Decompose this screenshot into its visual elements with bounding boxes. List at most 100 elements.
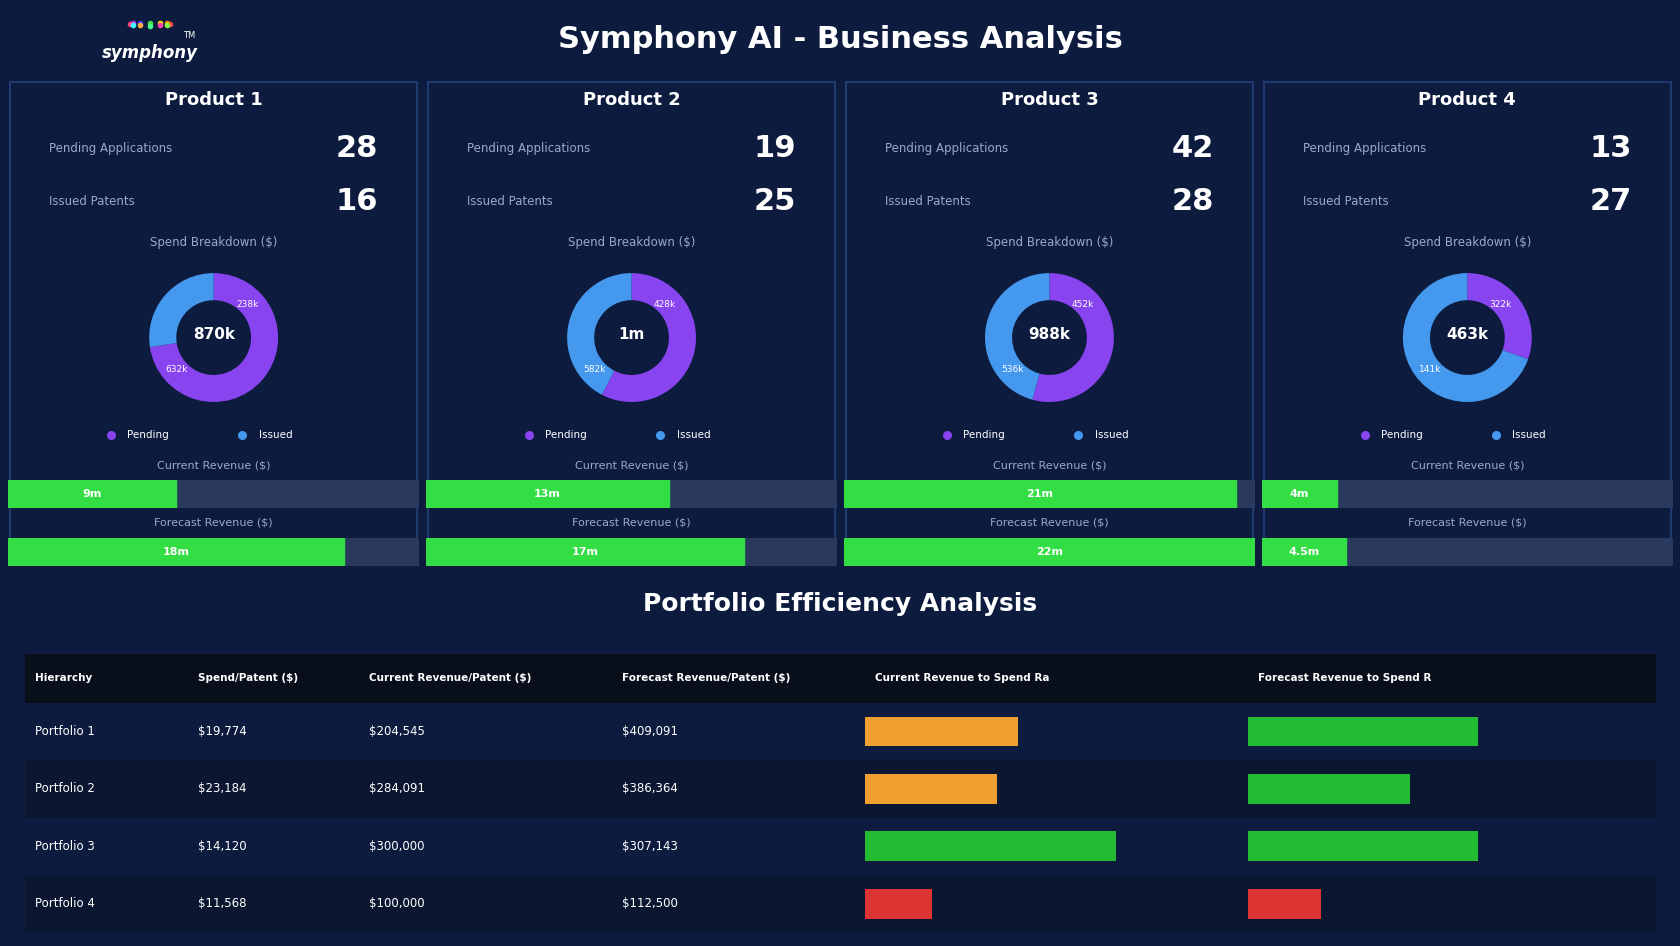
Bar: [8, 538, 344, 566]
Text: 42: 42: [1171, 134, 1213, 164]
Text: Issued Patents: Issued Patents: [885, 195, 971, 208]
Text: Pending Applications: Pending Applications: [1302, 142, 1426, 155]
Text: $14,120: $14,120: [198, 840, 247, 852]
Text: Spend Breakdown ($): Spend Breakdown ($): [150, 236, 277, 249]
Text: Issued: Issued: [677, 430, 711, 441]
Bar: [25, 654, 1655, 703]
Text: Issued Patents: Issued Patents: [49, 195, 134, 208]
Text: Forecast Revenue ($): Forecast Revenue ($): [155, 518, 272, 528]
Text: $300,000: $300,000: [370, 840, 425, 852]
Bar: [427, 481, 669, 508]
Bar: [25, 817, 1655, 875]
Text: 25: 25: [753, 187, 795, 217]
Bar: [8, 481, 176, 508]
Wedge shape: [566, 273, 632, 394]
Bar: [865, 774, 996, 804]
Text: Symphony AI - Business Analysis: Symphony AI - Business Analysis: [558, 25, 1122, 54]
Text: Current Revenue to Spend Ra: Current Revenue to Spend Ra: [874, 674, 1048, 683]
Text: 18m: 18m: [163, 547, 190, 557]
Text: Product 2: Product 2: [583, 92, 680, 110]
Text: Current Revenue ($): Current Revenue ($): [993, 461, 1105, 470]
Bar: [1248, 888, 1320, 919]
FancyBboxPatch shape: [845, 82, 1252, 563]
Text: Forecast Revenue to Spend R: Forecast Revenue to Spend R: [1257, 674, 1431, 683]
Text: Forecast Revenue ($): Forecast Revenue ($): [571, 518, 690, 528]
Text: Issued: Issued: [259, 430, 292, 441]
Text: 13: 13: [1588, 134, 1631, 164]
Text: 870k: 870k: [193, 327, 235, 342]
Text: Pending: Pending: [1381, 430, 1421, 441]
Text: symphony: symphony: [102, 44, 198, 62]
Text: 21m: 21m: [1026, 489, 1053, 499]
Text: 1m: 1m: [618, 327, 645, 342]
Bar: [1262, 481, 1336, 508]
Text: Issued: Issued: [1512, 430, 1546, 441]
Text: 463k: 463k: [1445, 327, 1487, 342]
FancyBboxPatch shape: [1263, 82, 1670, 563]
Text: Pending Applications: Pending Applications: [885, 142, 1008, 155]
Text: Portfolio Efficiency Analysis: Portfolio Efficiency Analysis: [643, 591, 1037, 616]
Text: Pending: Pending: [128, 430, 170, 441]
Bar: [25, 703, 1655, 761]
Wedge shape: [1467, 273, 1530, 359]
Bar: [25, 761, 1655, 817]
Text: Product 3: Product 3: [1000, 92, 1097, 110]
Text: TM: TM: [183, 31, 195, 41]
Bar: [865, 888, 932, 919]
Text: $204,545: $204,545: [370, 725, 425, 738]
Text: Pending: Pending: [544, 430, 586, 441]
Wedge shape: [601, 273, 696, 402]
Text: Issued: Issued: [1094, 430, 1127, 441]
Text: Portfolio 3: Portfolio 3: [35, 840, 94, 852]
Text: Forecast Revenue ($): Forecast Revenue ($): [1408, 518, 1525, 528]
Text: 238k: 238k: [235, 300, 259, 308]
Text: $386,364: $386,364: [622, 782, 677, 796]
Text: Spend Breakdown ($): Spend Breakdown ($): [984, 236, 1112, 249]
Text: 632k: 632k: [165, 365, 188, 375]
Text: 4.5m: 4.5m: [1287, 547, 1319, 557]
Text: $112,500: $112,500: [622, 897, 677, 910]
Text: 452k: 452k: [1072, 300, 1094, 308]
Text: 28: 28: [336, 134, 378, 164]
Text: 27: 27: [1588, 187, 1631, 217]
Text: $11,568: $11,568: [198, 897, 247, 910]
Text: Portfolio 4: Portfolio 4: [35, 897, 94, 910]
Text: Portfolio 2: Portfolio 2: [35, 782, 94, 796]
Text: Hierarchy: Hierarchy: [35, 674, 92, 683]
Text: Current Revenue ($): Current Revenue ($): [156, 461, 270, 470]
Bar: [1248, 774, 1410, 804]
Text: Current Revenue ($): Current Revenue ($): [575, 461, 687, 470]
Text: $19,774: $19,774: [198, 725, 247, 738]
FancyBboxPatch shape: [10, 82, 417, 563]
Text: 13m: 13m: [534, 489, 561, 499]
Wedge shape: [150, 273, 277, 402]
Text: Portfolio 1: Portfolio 1: [35, 725, 94, 738]
Text: Forecast Revenue/Patent ($): Forecast Revenue/Patent ($): [622, 674, 790, 683]
Text: Spend/Patent ($): Spend/Patent ($): [198, 674, 297, 683]
Text: 16: 16: [336, 187, 378, 217]
Text: $409,091: $409,091: [622, 725, 677, 738]
Text: 428k: 428k: [654, 300, 675, 308]
Text: 17m: 17m: [571, 547, 598, 557]
Text: $100,000: $100,000: [370, 897, 425, 910]
Wedge shape: [1032, 273, 1114, 402]
Text: Pending Applications: Pending Applications: [49, 142, 173, 155]
Wedge shape: [984, 273, 1048, 400]
Text: 19: 19: [753, 134, 795, 164]
Text: Issued Patents: Issued Patents: [467, 195, 553, 208]
Text: 322k: 322k: [1488, 300, 1510, 308]
Text: 582k: 582k: [583, 365, 605, 375]
Bar: [865, 832, 1116, 861]
Bar: [1248, 832, 1477, 861]
Text: Pending Applications: Pending Applications: [467, 142, 590, 155]
Text: Product 1: Product 1: [165, 92, 262, 110]
Text: Spend Breakdown ($): Spend Breakdown ($): [568, 236, 696, 249]
Text: Current Revenue/Patent ($): Current Revenue/Patent ($): [370, 674, 531, 683]
Wedge shape: [150, 273, 213, 347]
Text: Forecast Revenue ($): Forecast Revenue ($): [990, 518, 1109, 528]
Text: 141k: 141k: [1418, 365, 1440, 375]
Text: 536k: 536k: [1000, 365, 1023, 375]
Text: 988k: 988k: [1028, 327, 1070, 342]
Text: $23,184: $23,184: [198, 782, 247, 796]
Bar: [427, 538, 743, 566]
